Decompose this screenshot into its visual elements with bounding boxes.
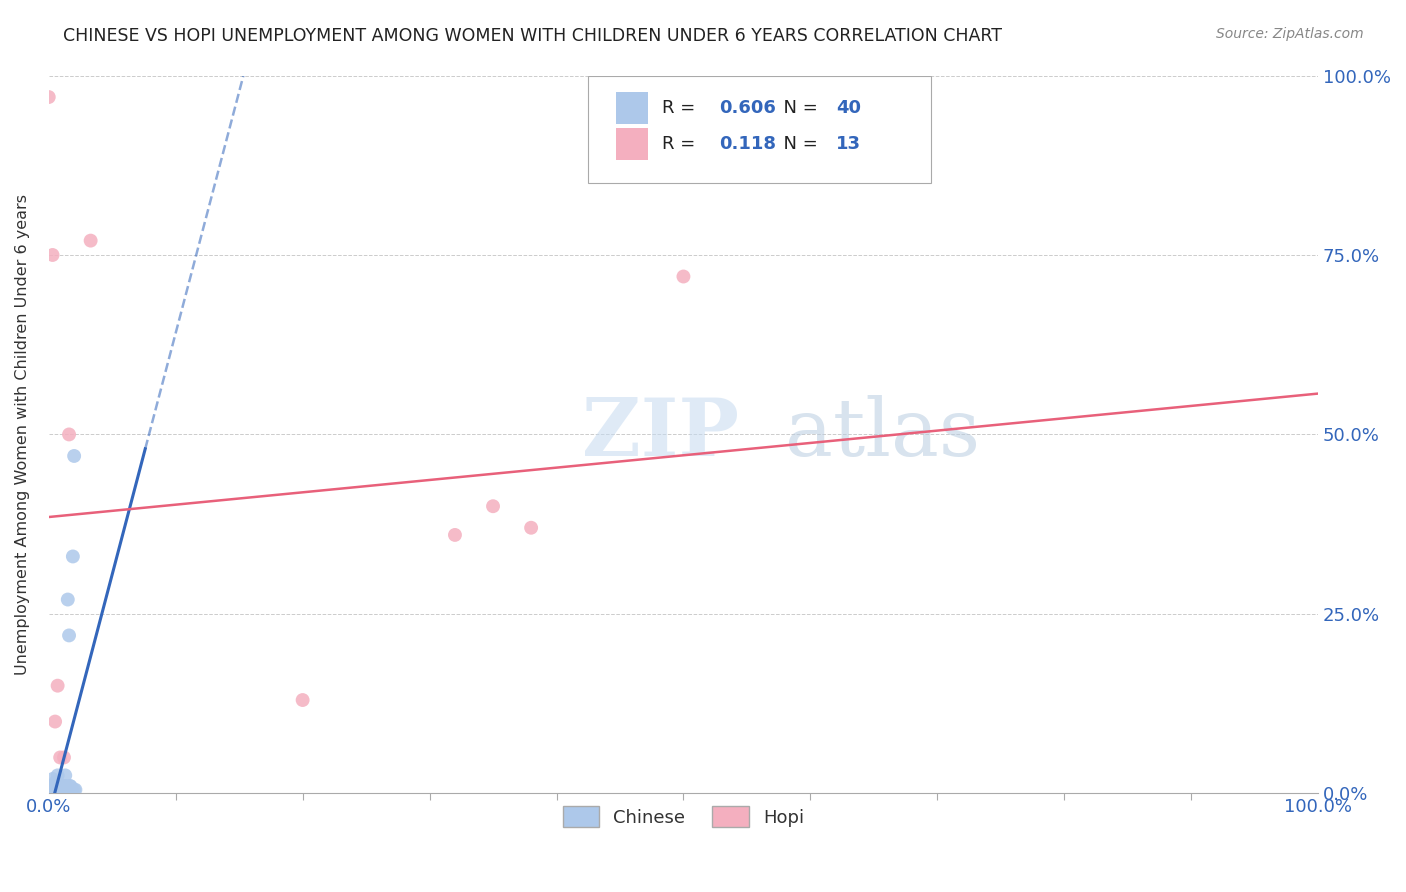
FancyBboxPatch shape [616, 128, 648, 160]
Point [41, 248, 63, 262]
Point [672, 269, 695, 284]
Text: CHINESE VS HOPI UNEMPLOYMENT AMONG WOMEN WITH CHILDREN UNDER 6 YEARS CORRELATION: CHINESE VS HOPI UNEMPLOYMENT AMONG WOMEN… [63, 27, 1002, 45]
Point [62, 549, 84, 564]
Point [41, 782, 63, 797]
Point [49, 782, 72, 797]
Point [52, 782, 75, 797]
Point [46, 679, 69, 693]
Point [46, 782, 69, 797]
Point [63, 782, 86, 797]
Point [48, 779, 70, 793]
Point [55, 782, 77, 797]
Text: N =: N = [772, 135, 830, 153]
FancyBboxPatch shape [588, 76, 931, 183]
Point [53, 779, 76, 793]
Point [39, 782, 62, 797]
Point [48, 782, 70, 797]
Point [44, 775, 66, 789]
Point [51, 782, 73, 797]
Point [58, 628, 80, 642]
Point [53, 768, 76, 782]
Point [58, 782, 80, 797]
Point [444, 528, 467, 542]
Point [63, 449, 86, 463]
Point [49, 782, 72, 797]
Point [56, 592, 79, 607]
Point [39, 786, 62, 800]
Point [39, 779, 62, 793]
Point [42, 779, 65, 793]
Point [58, 427, 80, 442]
Point [59, 779, 82, 793]
Point [38, 90, 60, 104]
Point [482, 500, 505, 514]
Point [52, 782, 75, 797]
Point [51, 779, 73, 793]
Text: R =: R = [662, 99, 700, 117]
Point [53, 750, 76, 764]
Text: 13: 13 [835, 135, 860, 153]
Point [45, 782, 67, 797]
Point [44, 714, 66, 729]
Point [42, 782, 65, 797]
Point [38, 782, 60, 797]
FancyBboxPatch shape [616, 92, 648, 124]
Point [41, 772, 63, 786]
Point [59, 779, 82, 793]
Point [55, 779, 77, 793]
Point [291, 693, 314, 707]
Point [53, 782, 76, 797]
Point [49, 750, 72, 764]
Point [79, 234, 101, 248]
Text: Source: ZipAtlas.com: Source: ZipAtlas.com [1216, 27, 1364, 41]
Text: 0.606: 0.606 [718, 99, 776, 117]
Point [46, 768, 69, 782]
Legend: Chinese, Hopi: Chinese, Hopi [555, 799, 811, 835]
Point [60, 782, 83, 797]
Text: atlas: atlas [785, 395, 980, 474]
Text: N =: N = [772, 99, 824, 117]
Text: R =: R = [662, 135, 707, 153]
Point [60, 782, 83, 797]
Point [45, 779, 67, 793]
Text: 40: 40 [835, 99, 860, 117]
Text: 0.118: 0.118 [718, 135, 776, 153]
Point [56, 782, 79, 797]
Point [53, 779, 76, 793]
Y-axis label: Unemployment Among Women with Children Under 6 years: Unemployment Among Women with Children U… [15, 194, 30, 675]
Point [65, 782, 87, 797]
Text: ZIP: ZIP [582, 395, 740, 474]
Point [520, 521, 543, 535]
Point [44, 779, 66, 793]
